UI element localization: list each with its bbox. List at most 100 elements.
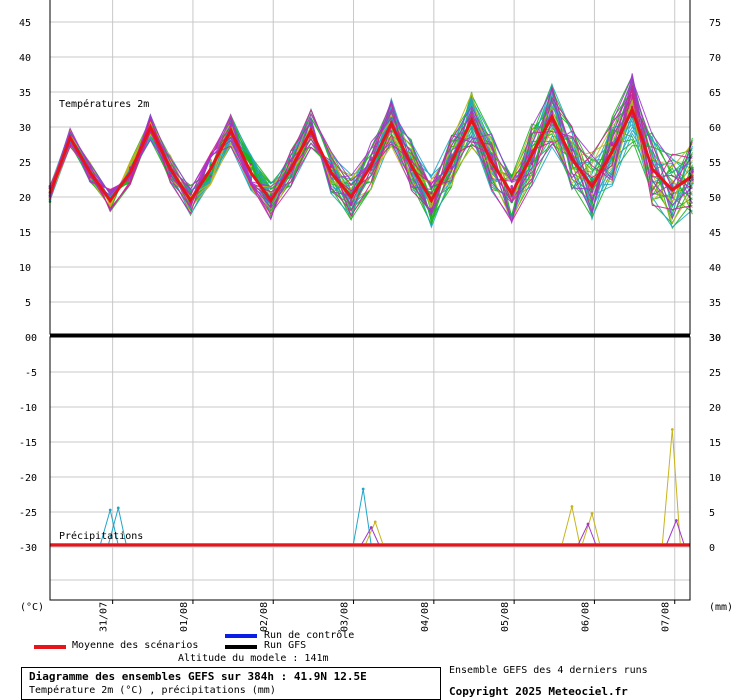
temp-ensemble-point (389, 114, 393, 118)
precip-spike (581, 511, 601, 546)
copyright: Copyright 2025 Meteociel.fr (449, 685, 628, 698)
temp-right-tick: 60 (709, 123, 721, 134)
precip-right-tick: 25 (709, 368, 721, 379)
precip-spike-point (373, 520, 377, 524)
date-tick: 06/08 (580, 602, 591, 632)
legend-control-label: Run de contrôle (264, 630, 355, 641)
precip-spike (577, 522, 597, 546)
temp-ensemble-point (691, 170, 694, 174)
precip-left-tick: -15 (19, 438, 37, 449)
temp-ensemble-point (410, 158, 413, 162)
left-unit-label: (°C) (20, 602, 44, 613)
temp-ensemble-point (249, 162, 253, 166)
temp-right-tick: 55 (709, 158, 721, 169)
temp-ensemble-point (430, 191, 433, 195)
temp-right-tick: 65 (709, 88, 721, 99)
precip-right-tick: 15 (709, 438, 721, 449)
temp-ensemble-point (530, 160, 534, 164)
temperature-panel-label: Températures 2m (59, 98, 149, 110)
date-tick: 05/08 (500, 602, 511, 632)
precip-spike-point (586, 522, 590, 526)
legend-gfs-label: Run GFS (264, 640, 307, 651)
precip-left-tick: -25 (19, 508, 37, 519)
temp-right-tick: 40 (709, 263, 721, 274)
temp-right-tick: 30 (709, 333, 721, 344)
temp-ensemble-point (510, 185, 514, 188)
temp-ensemble-point (430, 207, 433, 211)
temp-ensemble-point (691, 182, 694, 185)
precip-spike (665, 519, 685, 546)
precip-spike-point (674, 519, 678, 522)
temp-ensemble-point (691, 178, 694, 181)
right-unit-label: (mm) (709, 602, 733, 613)
axis-ticks: 454035302520151050757065605550454035300-… (19, 18, 721, 632)
temp-right-tick: 45 (709, 228, 721, 239)
temp-frame (49, 0, 691, 335)
temp-ensemble-point (430, 193, 433, 197)
temperature-mean (48, 105, 694, 204)
precip-spike-point (369, 526, 373, 529)
temp-left-tick: 25 (19, 158, 31, 169)
ensemble-note: Ensemble GEFS des 4 derniers runs (449, 665, 648, 676)
precip-spike-point (670, 428, 674, 431)
temperature-ensemble (48, 73, 694, 230)
precip-left-tick: -20 (19, 473, 37, 484)
precip-left-tick: -30 (19, 543, 37, 554)
temp-ensemble-point (590, 178, 594, 182)
temp-ensemble-point (349, 203, 353, 207)
temp-ensemble-point (269, 202, 273, 206)
temp-right-tick: 35 (709, 298, 721, 309)
precipitation-series (50, 428, 690, 547)
temp-ensemble-point (630, 115, 634, 118)
temp-ensemble-member (49, 88, 693, 223)
precip-spike-point (108, 508, 112, 512)
temp-ensemble-point (691, 168, 694, 172)
precip-left-tick: -5 (25, 368, 37, 379)
temp-ensemble-member (49, 77, 693, 225)
temp-left-tick: 0 (25, 333, 31, 344)
temp-ensemble-point (149, 117, 152, 120)
temp-ensemble-point (610, 141, 614, 145)
temp-ensemble-member (49, 101, 693, 224)
temp-ensemble-point (550, 110, 554, 113)
chart-title: Diagramme des ensembles GEFS sur 384h : … (29, 670, 367, 683)
temp-right-tick: 50 (709, 193, 721, 204)
temp-left-tick: 30 (19, 123, 31, 134)
temp-right-tick: 70 (709, 53, 721, 64)
precip-spike (661, 429, 681, 546)
temp-ensemble-point (530, 162, 534, 165)
date-tick: 02/08 (259, 602, 270, 632)
temp-ensemble-point (671, 196, 674, 199)
temp-left-tick: 35 (19, 88, 31, 99)
precip-right-tick: 10 (709, 473, 721, 484)
legend-gfs-swatch (225, 645, 257, 649)
precip-spike-point (116, 506, 120, 510)
temp-left-tick: 40 (19, 53, 31, 64)
precip-frame (49, 336, 691, 601)
temp-left-tick: 15 (19, 228, 31, 239)
temp-ensemble-point (249, 164, 253, 168)
chart-subtitle: Température 2m (°C) , précipitations (mm… (29, 685, 276, 696)
temp-ensemble-point (691, 180, 694, 183)
precip-spike-point (570, 505, 574, 508)
precip-right-tick: 5 (709, 508, 715, 519)
legend-mean-label: Moyenne des scénarios (72, 640, 199, 651)
temp-ensemble-point (189, 190, 192, 194)
temp-ensemble-point (349, 201, 353, 205)
date-tick: 07/08 (661, 602, 672, 632)
temp-left-tick: 45 (19, 18, 31, 29)
temp-ensemble-point (169, 172, 172, 176)
plot-frames (49, 0, 691, 601)
temp-ensemble-point (590, 192, 594, 195)
temp-ensemble-point (329, 163, 333, 166)
temp-ensemble-point (389, 130, 393, 133)
altitude-label: Altitude du modele : 141m (178, 653, 329, 664)
temp-ensemble-point (209, 161, 212, 164)
date-tick: 03/08 (340, 602, 351, 632)
title-box: Diagramme des ensembles GEFS sur 384h : … (21, 667, 441, 700)
grid (50, 0, 690, 600)
precip-spike-point (590, 512, 594, 515)
temp-ensemble-point (590, 190, 594, 193)
precip-right-tick: 0 (709, 543, 715, 554)
temp-right-tick: 75 (709, 18, 721, 29)
